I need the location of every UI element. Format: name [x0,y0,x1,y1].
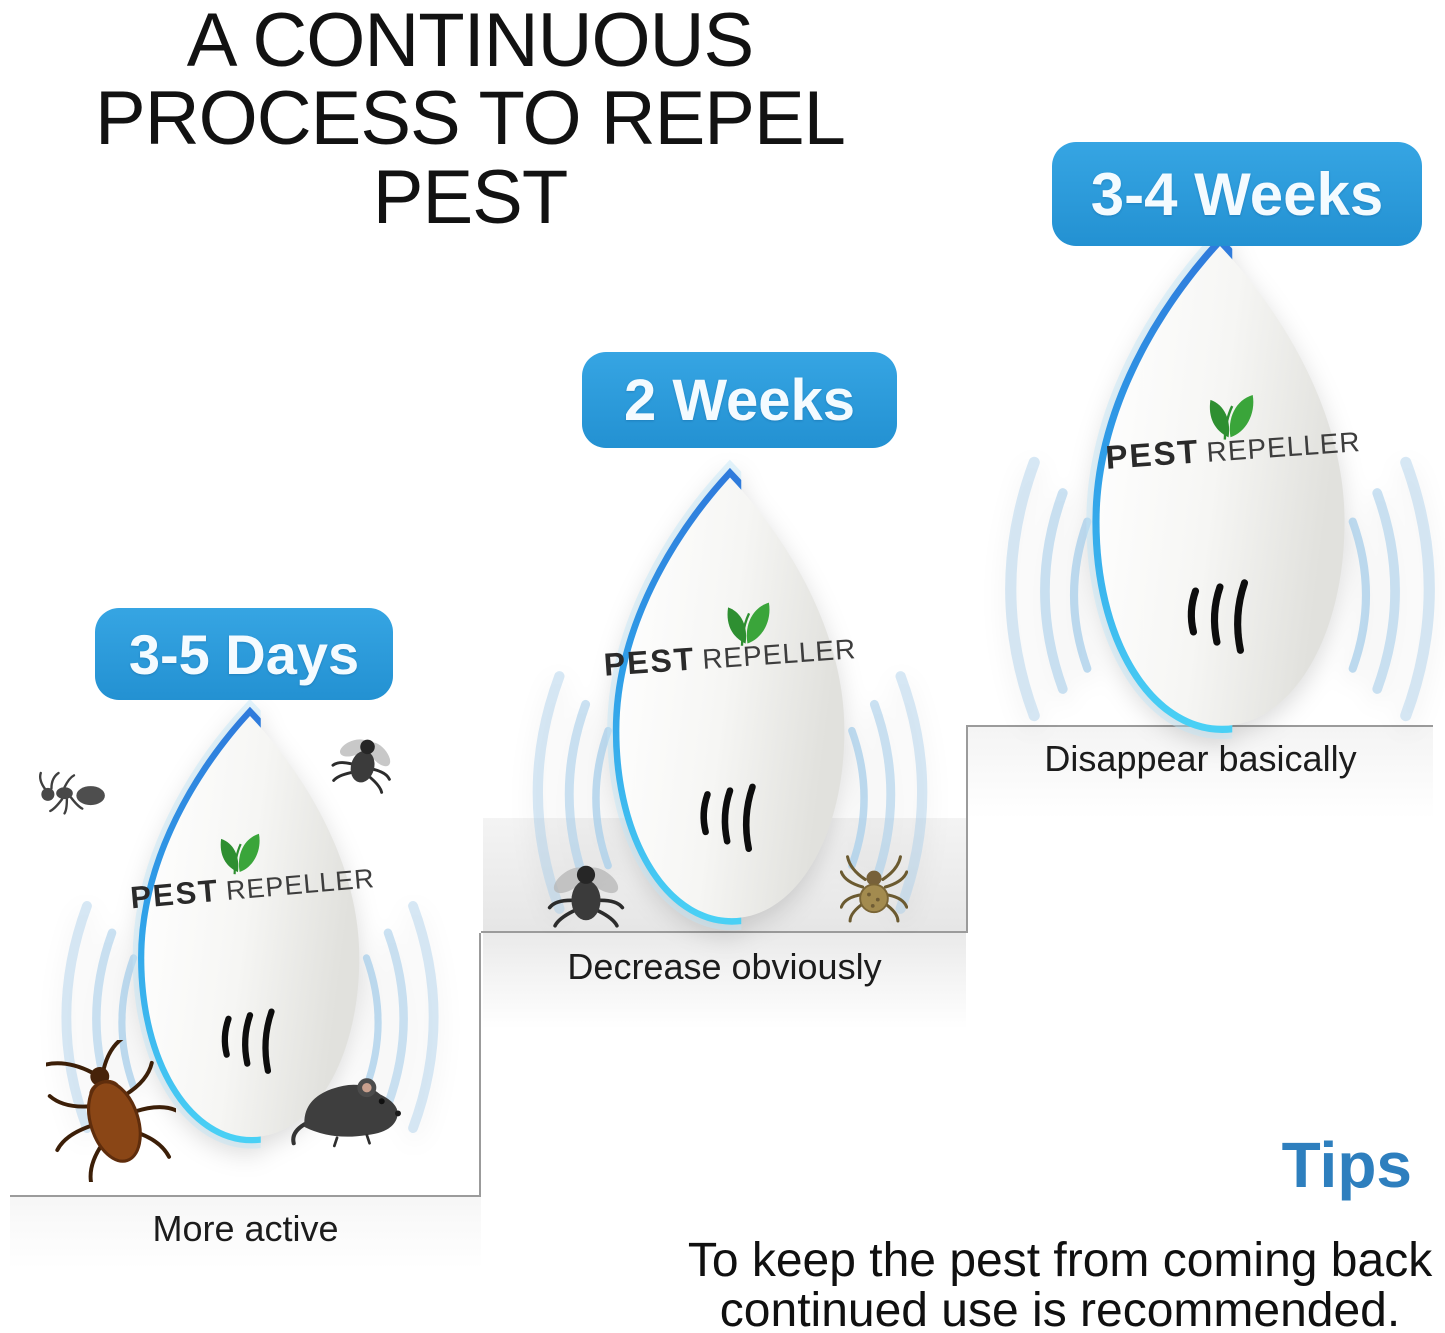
page-title-line2: PROCESS TO REPEL PEST [95,76,846,240]
page-title-line1: A CONTINUOUS [186,0,755,83]
step-riser-left [479,933,481,1197]
stage1-time-badge: 3-5 Days [95,608,393,700]
stage3-caption: Disappear basically [1044,738,1357,779]
step-edge-left [10,1195,481,1197]
pest-repeller-device-3 [975,205,1445,777]
stage1-badge-label: 3-5 Days [128,622,360,686]
tips-body-line2: continued use is recommended. [719,1283,1401,1333]
stage3-time-badge: 3-4 Weeks [1052,142,1422,246]
cockroach-icon [46,1040,176,1182]
brand-pest-text: PEST [602,640,697,683]
stage2-caption: Decrease obviously [567,946,882,987]
fly-icon [546,856,626,930]
step-edge-middle [481,931,968,933]
stage3-badge-label: 3-4 Weeks [1090,160,1384,228]
ant-icon [36,768,112,816]
step-panel-right-caption [968,727,1433,819]
step-panel-middle-caption [483,933,966,1029]
page-title: A CONTINUOUS PROCESS TO REPEL PEST [10,0,930,240]
stage2-badge-label: 2 Weeks [623,367,856,433]
brand-pest-text: PEST [1104,432,1201,476]
brand-pest-text: PEST [128,872,221,916]
step-panel-left-caption [10,1197,481,1269]
tips-body-line1: To keep the pest from coming back [687,1234,1433,1287]
step-riser-middle [966,727,968,933]
stage2-time-badge: 2 Weeks [582,352,897,448]
tips-heading: Tips [1281,1129,1412,1201]
mouse-icon [291,1066,421,1150]
stage1-caption: More active [152,1208,339,1249]
tips-body: To keep the pest from coming back contin… [680,1236,1440,1333]
spider-icon [840,850,908,924]
